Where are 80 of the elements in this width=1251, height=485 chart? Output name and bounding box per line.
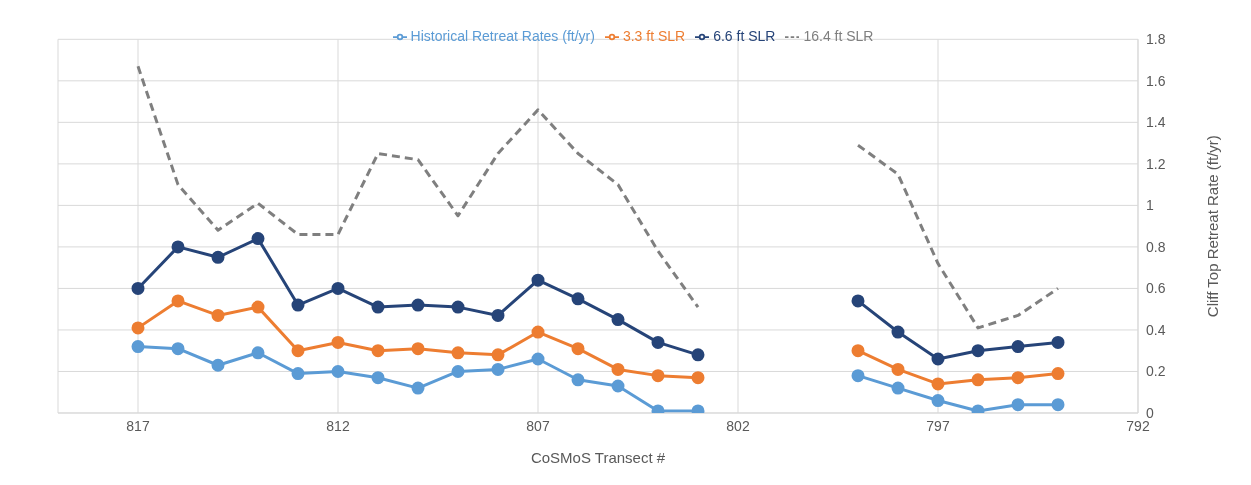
point (971, 373, 985, 387)
point (171, 294, 185, 308)
point (891, 325, 905, 339)
point (531, 325, 545, 339)
point (611, 362, 625, 376)
legend-label: 6.6 ft SLR (713, 28, 776, 44)
point (291, 367, 305, 381)
point (931, 394, 945, 408)
point (331, 364, 345, 378)
point (131, 281, 145, 295)
x-tick-label: 817 (126, 417, 150, 434)
point (691, 371, 705, 385)
y-tick-label: 0.2 (1146, 363, 1166, 380)
point (291, 344, 305, 358)
y-tick-label: 0.6 (1146, 280, 1166, 297)
point (291, 298, 305, 312)
point (851, 294, 865, 308)
point (491, 348, 505, 362)
point (171, 342, 185, 356)
x-axis-title: CoSMoS Transect # (530, 449, 666, 466)
point (571, 373, 585, 387)
point (491, 362, 505, 376)
y-tick-label: 1 (1146, 197, 1154, 214)
point (411, 381, 425, 395)
point (451, 346, 465, 360)
point (451, 300, 465, 314)
point (211, 308, 225, 322)
point (371, 344, 385, 358)
point (851, 344, 865, 358)
point (691, 348, 705, 362)
y-axis-title: Cliff Top Retreat Rate (ft/yr) (1204, 135, 1222, 318)
point (1051, 367, 1065, 381)
point (131, 321, 145, 335)
point (651, 335, 665, 349)
point (1051, 335, 1065, 349)
y-tick-label: 1.8 (1146, 31, 1166, 48)
point (251, 346, 265, 360)
legend-label: 3.3 ft SLR (622, 28, 686, 44)
x-tick-label: 797 (926, 417, 950, 434)
point (251, 232, 265, 246)
point (331, 281, 345, 295)
point (891, 362, 905, 376)
point (131, 340, 145, 354)
point (371, 371, 385, 385)
y-tick-label: 0.8 (1146, 238, 1166, 255)
point (331, 335, 345, 349)
point (971, 344, 985, 358)
point (571, 342, 585, 356)
point (1051, 398, 1065, 412)
point (611, 313, 625, 327)
x-tick-label: 812 (326, 417, 350, 434)
point (531, 352, 545, 366)
point (211, 358, 225, 372)
y-tick-label: 1.2 (1146, 155, 1166, 172)
point (611, 379, 625, 393)
point (451, 364, 465, 378)
point (491, 308, 505, 322)
point (531, 273, 545, 287)
point (571, 292, 585, 306)
point (891, 381, 905, 395)
x-tick-label: 802 (726, 417, 750, 434)
point (411, 342, 425, 356)
point (931, 352, 945, 366)
point (411, 298, 425, 312)
point (371, 300, 385, 314)
legend-label: Historical Retreat Rates (ft/yr) (410, 28, 595, 44)
point (1011, 371, 1025, 385)
y-tick-label: 0.4 (1146, 321, 1166, 338)
point (931, 377, 945, 391)
point (651, 369, 665, 383)
point (171, 240, 185, 254)
y-tick-label: 1.4 (1146, 114, 1166, 131)
legend-label: 16.4 ft SLR (803, 28, 874, 44)
x-tick-label: 807 (526, 417, 550, 434)
point (1011, 398, 1025, 412)
point (211, 250, 225, 264)
point (1011, 340, 1025, 354)
y-tick-label: 1.6 (1146, 72, 1166, 89)
point (251, 300, 265, 314)
point (851, 369, 865, 383)
